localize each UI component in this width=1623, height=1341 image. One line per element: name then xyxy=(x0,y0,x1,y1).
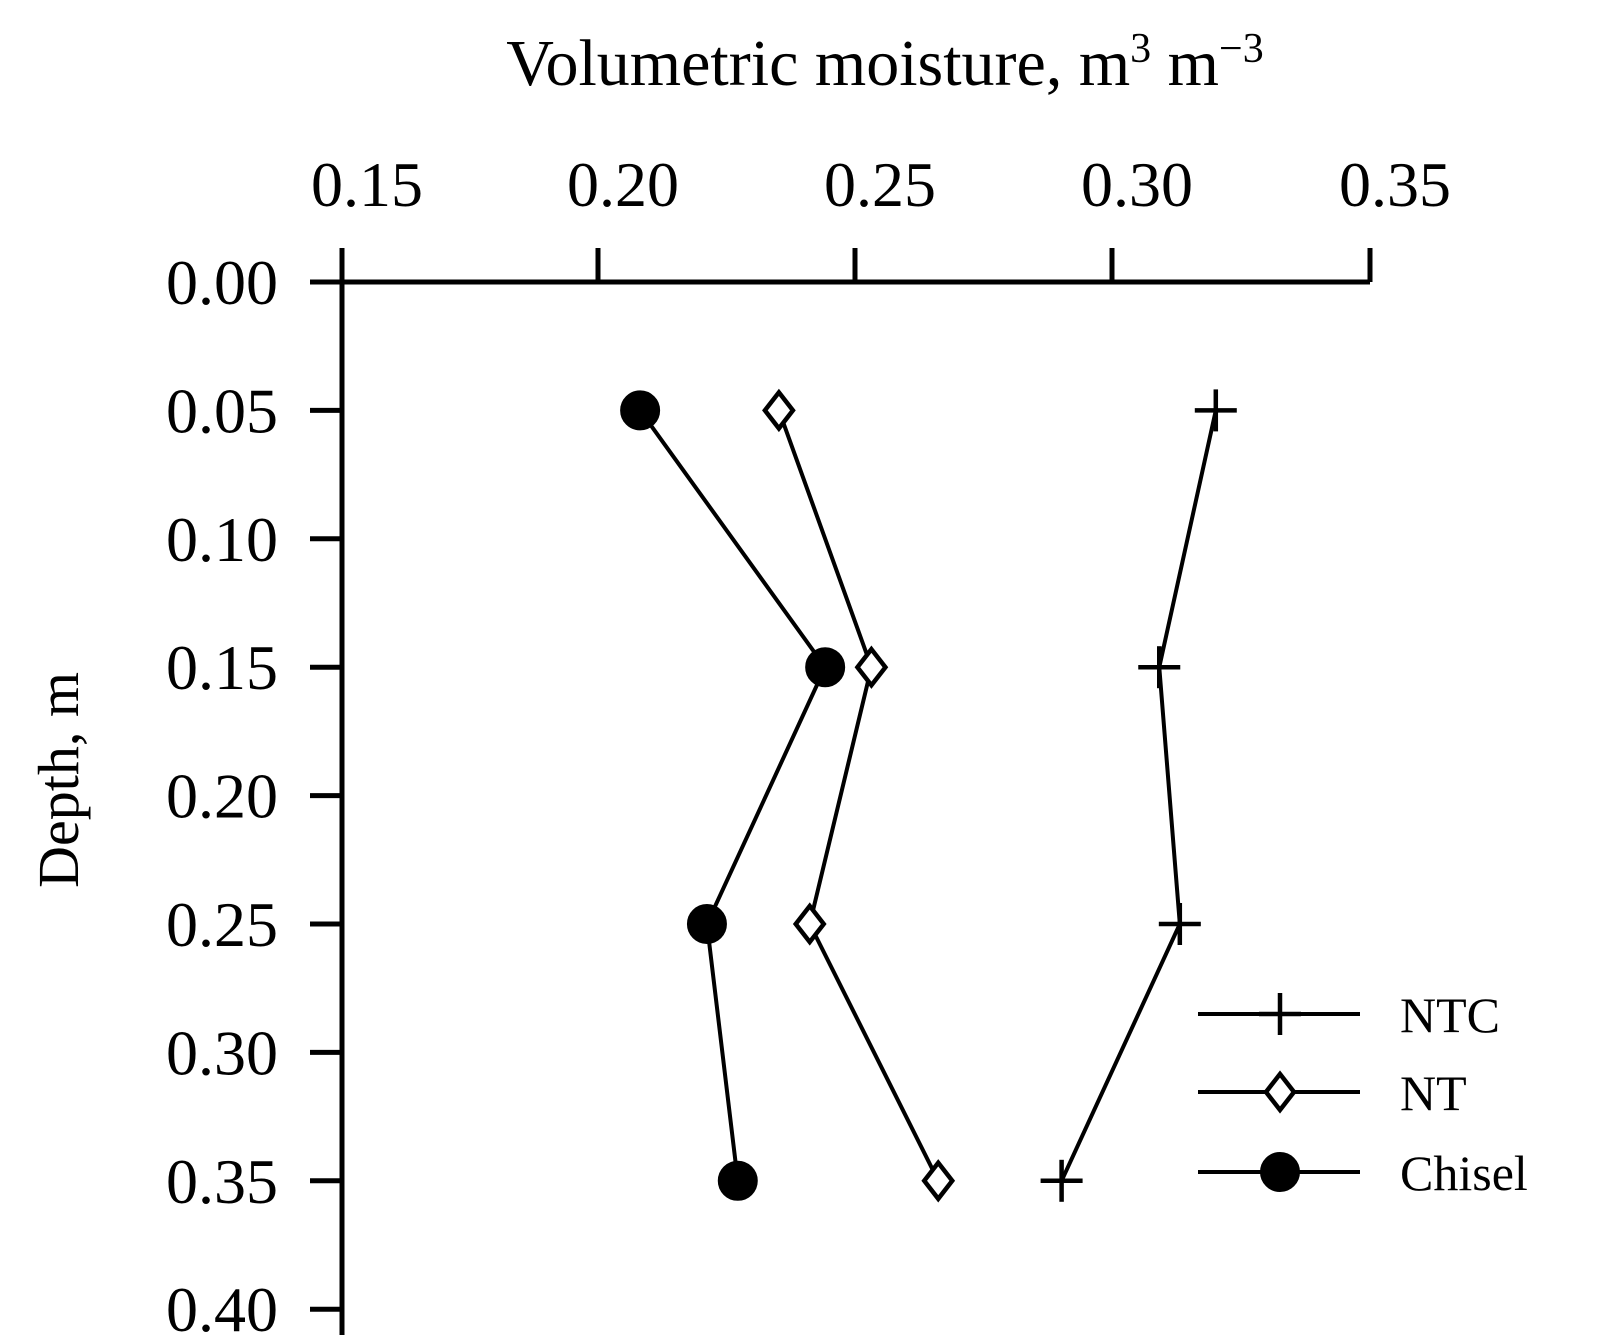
data-point-nt xyxy=(921,1159,956,1203)
legend-marker-ntc xyxy=(1259,993,1301,1035)
legend: NTC NT Chisel xyxy=(1198,987,1528,1201)
legend-item-nt: NT xyxy=(1198,1065,1467,1121)
y-tick-label: 0.15 xyxy=(166,632,278,703)
legend-label-chisel: Chisel xyxy=(1400,1145,1528,1201)
y-tick-label: 0.40 xyxy=(166,1274,278,1341)
x-axis-label: Volumetric moisture, m3 m−3 xyxy=(506,26,1263,100)
x-tick-label: 0.35 xyxy=(1339,149,1451,220)
x-tick-label: 0.25 xyxy=(824,149,936,220)
y-tick-label: 0.35 xyxy=(166,1146,278,1217)
y-tick-label: 0.05 xyxy=(166,375,278,446)
legend-item-chisel: Chisel xyxy=(1198,1145,1528,1201)
y-axis-label: Depth, m xyxy=(26,672,91,888)
y-tick-label: 0.30 xyxy=(166,1017,278,1088)
legend-marker-chisel xyxy=(1260,1152,1300,1192)
series-nt xyxy=(762,388,956,1203)
series-line-chisel xyxy=(638,409,828,1182)
data-point-chisel xyxy=(717,1160,758,1201)
series-ntc xyxy=(1040,389,1237,1202)
data-point-chisel xyxy=(620,390,661,431)
legend-item-ntc: NTC xyxy=(1198,987,1500,1043)
data-point-chisel xyxy=(805,647,846,688)
x-axis-ticks: 0.15 0.20 0.25 0.30 0.35 xyxy=(311,149,1451,282)
series-line-ntc xyxy=(1059,409,1218,1182)
y-tick-label: 0.25 xyxy=(166,889,278,960)
legend-label-ntc: NTC xyxy=(1400,987,1500,1043)
y-axis-ticks: 0.00 0.05 0.10 0.15 0.20 0.25 0.30 0.35 0.40 xyxy=(166,247,342,1341)
x-tick-label: 0.20 xyxy=(567,149,679,220)
y-tick-label: 0.10 xyxy=(166,504,278,575)
series-chisel xyxy=(620,390,846,1201)
y-tick-label: 0.00 xyxy=(166,247,278,318)
series-group xyxy=(620,388,1237,1203)
data-point-ntc xyxy=(1138,646,1181,689)
data-point-ntc xyxy=(1040,1159,1083,1202)
x-tick-label: 0.15 xyxy=(311,149,423,220)
legend-marker-nt xyxy=(1263,1070,1297,1114)
data-point-ntc xyxy=(1194,389,1237,432)
y-tick-label: 0.20 xyxy=(166,761,278,832)
series-line-nt xyxy=(777,409,941,1182)
axes xyxy=(310,250,1370,1335)
legend-label-nt: NT xyxy=(1400,1065,1467,1121)
data-point-nt xyxy=(792,902,827,946)
data-point-nt xyxy=(854,645,889,689)
data-point-chisel xyxy=(686,904,727,944)
data-point-nt xyxy=(762,388,796,433)
data-point-ntc xyxy=(1158,903,1201,945)
x-tick-label: 0.30 xyxy=(1081,149,1193,220)
